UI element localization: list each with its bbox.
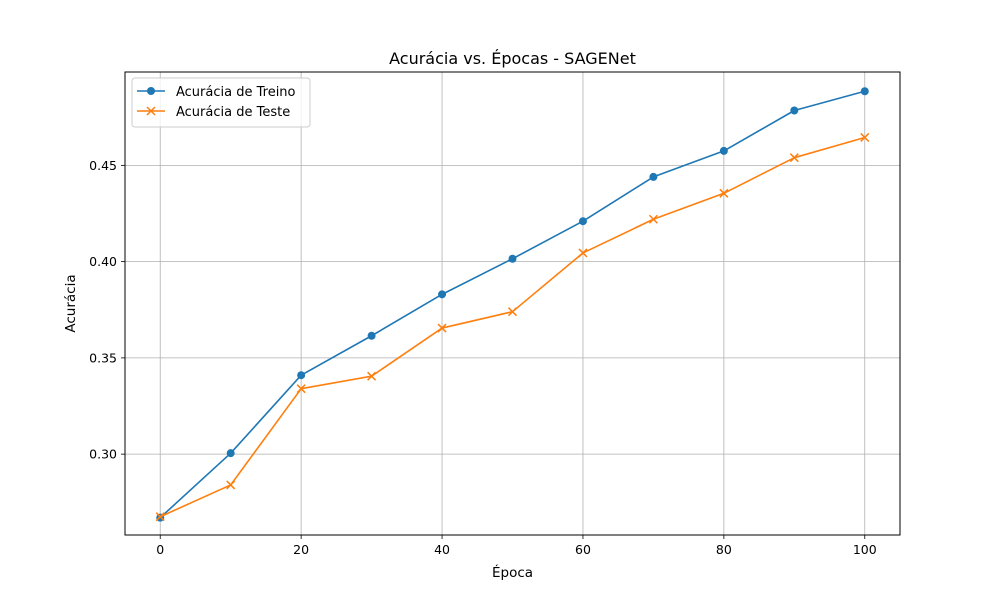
- legend-box: [131, 77, 311, 128]
- legend-label-test: Acurácia de Teste: [176, 105, 290, 120]
- data-point: [297, 371, 306, 380]
- legend: Acurácia de Treino Acurácia de Teste: [131, 77, 311, 128]
- legend-label-train: Acurácia de Treino: [176, 85, 296, 100]
- data-point: [367, 371, 377, 381]
- legend-marker-train: [147, 87, 155, 95]
- plot-frame: [124, 71, 901, 536]
- series-layer: [155, 87, 870, 522]
- x-tick-label: 0: [156, 542, 164, 557]
- data-point: [789, 153, 799, 163]
- data-point: [648, 214, 658, 224]
- x-tick-label: 20: [293, 542, 309, 557]
- legend-item-train: Acurácia de Treino: [137, 85, 296, 100]
- y-axis-label: Acurácia: [63, 274, 79, 332]
- x-tick-label: 60: [575, 542, 591, 557]
- data-point: [860, 132, 870, 142]
- grid: [125, 72, 900, 535]
- data-point: [438, 290, 447, 299]
- data-point: [367, 331, 376, 340]
- series-line: [159, 136, 865, 518]
- x-tick-label: 100: [853, 542, 877, 557]
- legend-marker-test: [146, 106, 156, 116]
- series-line: [159, 90, 865, 519]
- data-point: [719, 146, 728, 155]
- x-tick-label: 80: [716, 542, 732, 557]
- x-tick-label: 40: [434, 542, 450, 557]
- y-tick-label: 0.35: [89, 350, 117, 365]
- data-point: [649, 172, 658, 181]
- data-point: [719, 188, 729, 198]
- axis-ticks: 0 20 40 60 80 100 0.30 0.35 0.40 0.45: [89, 158, 877, 557]
- y-tick-label: 0.45: [89, 158, 117, 173]
- legend-item-test: Acurácia de Teste: [137, 105, 290, 120]
- series-test: [155, 132, 870, 522]
- x-axis-label: Época: [492, 564, 533, 581]
- y-tick-label: 0.30: [89, 447, 117, 462]
- data-point: [296, 384, 306, 394]
- data-point: [437, 323, 447, 333]
- data-point: [860, 87, 869, 96]
- data-point: [578, 217, 587, 226]
- chart-title: Acurácia vs. Épocas - SAGENet: [389, 49, 636, 68]
- data-point: [155, 512, 165, 522]
- data-point: [226, 449, 235, 458]
- data-point: [790, 106, 799, 115]
- data-point: [508, 254, 517, 263]
- data-point: [578, 248, 588, 258]
- series-train: [156, 87, 869, 522]
- y-tick-label: 0.40: [89, 254, 117, 269]
- data-point: [226, 480, 236, 490]
- data-point: [507, 307, 518, 317]
